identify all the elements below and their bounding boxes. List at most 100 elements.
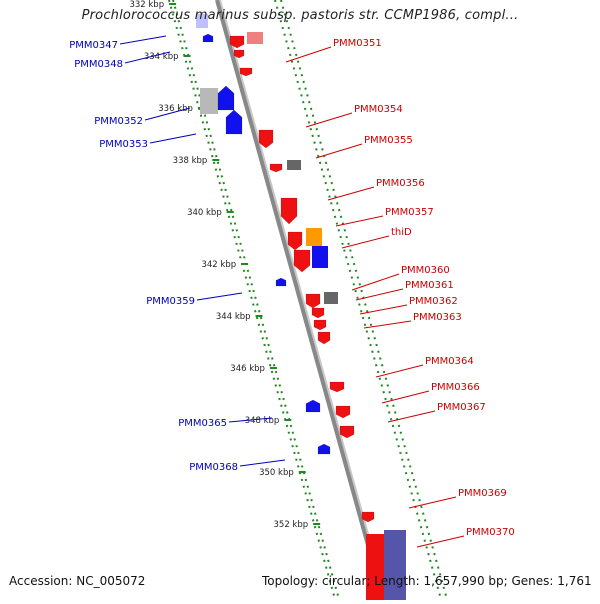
tick-label: 338 kbp	[173, 156, 208, 166]
gene-feature[interactable]	[258, 129, 274, 149]
dotted-guide-line	[274, 0, 443, 601]
gene-feature[interactable]	[287, 160, 301, 170]
label-leader-line	[315, 143, 363, 159]
gene-label[interactable]: PMM0363	[413, 312, 462, 323]
gene-feature[interactable]	[305, 293, 321, 309]
gene-feature[interactable]	[225, 109, 243, 135]
gene-feature[interactable]	[335, 405, 351, 419]
gene-label[interactable]: PMM0367	[437, 402, 486, 413]
backbone	[215, 0, 388, 601]
ticks: 332 kbp 334 kbp 336 kbp 338 kbp 340 kbp 342 k…	[129, 0, 321, 530]
gene-feature[interactable]	[313, 319, 327, 331]
gene-feature[interactable]	[239, 67, 253, 77]
gene-label[interactable]: PMM0353	[99, 139, 148, 150]
gene-label[interactable]: PMM0347	[69, 40, 118, 51]
label-leader-line	[341, 235, 390, 249]
label-leader-line	[327, 186, 375, 201]
gene-label[interactable]: PMM0348	[74, 59, 123, 70]
tick-label: 346 kbp	[230, 364, 265, 374]
gene-label[interactable]: PMM0361	[405, 280, 454, 291]
gene-label[interactable]: PMM0357	[385, 207, 434, 218]
gene-feature[interactable]	[269, 163, 283, 173]
gene-feature[interactable]	[293, 249, 311, 273]
tick-label: 350 kbp	[259, 468, 294, 478]
dotted-guide-line	[172, 0, 341, 601]
label-leader-line	[228, 417, 273, 423]
gene-label[interactable]: PMM0356	[376, 178, 425, 189]
tick-label: 342 kbp	[201, 260, 236, 270]
gene-feature[interactable]	[196, 14, 208, 28]
gene-feature[interactable]	[312, 246, 328, 268]
label-leader-line	[144, 107, 191, 121]
gene-label[interactable]: PMM0359	[146, 296, 195, 307]
label-leader-line	[305, 112, 353, 128]
gene-feature[interactable]	[329, 381, 345, 393]
gene-label[interactable]: PMM0354	[354, 104, 403, 115]
gene-feature[interactable]	[324, 292, 338, 304]
label-leader-line	[381, 390, 430, 404]
gene-feature[interactable]	[339, 425, 355, 439]
gene-label[interactable]: PMM0352	[94, 116, 143, 127]
label-leader-line	[124, 51, 171, 64]
gene-feature[interactable]	[280, 197, 298, 225]
gene-label[interactable]: PMM0368	[189, 462, 238, 473]
gene-label[interactable]: PMM0355	[364, 135, 413, 146]
map-title: Prochlorococcus marinus subsp. pastoris …	[81, 8, 519, 23]
gene-feature[interactable]	[287, 231, 303, 251]
label-leader-line	[416, 535, 465, 548]
dotted-guides	[168, 0, 449, 601]
genome-summary-text: Topology: circular; Length: 1,657,990 bp…	[262, 574, 592, 588]
label-leader-line	[408, 496, 457, 509]
label-leader-line	[285, 46, 332, 63]
backbone-line	[215, 0, 386, 601]
gene-feature[interactable]	[317, 443, 331, 455]
gene-feature[interactable]	[217, 85, 235, 111]
label-leader-line	[119, 35, 167, 45]
label-leader-line	[375, 364, 424, 378]
gene-feature[interactable]	[306, 228, 322, 246]
gene-label[interactable]: thiD	[391, 227, 412, 238]
gene-feature[interactable]	[361, 511, 375, 523]
tick-label: 334 kbp	[144, 52, 179, 62]
tick-label: 352 kbp	[274, 520, 309, 530]
label-leader-line	[355, 288, 404, 301]
accession-text: Accession: NC_005072	[9, 574, 146, 588]
gene-label[interactable]: PMM0370	[466, 527, 515, 538]
gene-label[interactable]: PMM0360	[401, 265, 450, 276]
gene-label[interactable]: PMM0366	[431, 382, 480, 393]
label-leader-line	[387, 410, 436, 423]
gene-feature[interactable]	[247, 32, 263, 44]
gene-feature[interactable]	[317, 331, 331, 345]
tick-label: 348 kbp	[245, 416, 280, 426]
gene-label[interactable]: PMM0351	[333, 38, 382, 49]
gene-label[interactable]: PMM0369	[458, 488, 507, 499]
tick-label: 344 kbp	[216, 312, 251, 322]
label-leader-line	[196, 292, 243, 301]
label-leader-line	[239, 459, 286, 467]
label-leader-line	[363, 320, 412, 329]
tick-label: 332 kbp	[129, 0, 164, 10]
gene-label[interactable]: PMM0362	[409, 296, 458, 307]
gene-label[interactable]: PMM0365	[178, 418, 227, 429]
label-leader-line	[335, 215, 384, 227]
label-leader-line	[149, 133, 197, 144]
gene-label[interactable]: PMM0364	[425, 356, 474, 367]
gene-feature[interactable]	[233, 49, 245, 59]
gene-feature[interactable]	[202, 33, 214, 43]
dotted-guide-line	[168, 0, 337, 601]
dotted-guide-line	[280, 0, 449, 601]
gene-feature[interactable]	[384, 530, 406, 600]
gene-feature[interactable]	[305, 399, 321, 413]
gene-feature[interactable]	[366, 534, 384, 600]
gene-feature[interactable]	[200, 88, 218, 114]
gene-feature[interactable]	[275, 277, 287, 287]
features	[196, 14, 406, 600]
gene-feature[interactable]	[229, 35, 245, 49]
label-leader-line	[359, 304, 408, 315]
tick-label: 340 kbp	[187, 208, 222, 218]
gene-labels: PMM0347 PMM0348 PMM0352 PMM0353 PMM0359 PMM03…	[69, 35, 515, 548]
tick-label: 336 kbp	[158, 104, 193, 114]
gene-feature[interactable]	[311, 307, 325, 319]
